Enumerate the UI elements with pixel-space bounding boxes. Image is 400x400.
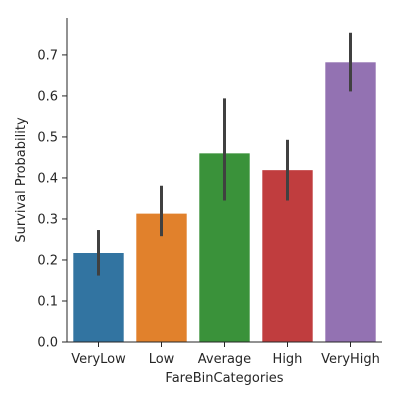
x-axis-label: FareBinCategories [165,371,283,386]
x-tick-label: Low [149,352,175,367]
error-bars-group [97,32,352,276]
x-ticks-group: VeryLow Low Average High VeryHigh [71,342,380,367]
x-tick-label: High [273,352,303,367]
y-tick-label: 0.3 [37,212,58,227]
y-tick-label: 0.5 [37,130,58,145]
y-ticks-group: 0.0 0.1 0.2 0.3 0.4 0.5 0.6 0.7 [37,48,67,351]
x-tick-label: VeryHigh [321,352,380,367]
y-tick-label: 0.7 [37,48,58,63]
y-tick-label: 0.6 [37,89,58,104]
y-tick-label: 0.1 [37,294,58,309]
y-tick-label: 0.0 [37,336,58,351]
y-tick-label: 0.2 [37,253,58,268]
y-axis-label: Survival Probability [14,117,29,243]
y-tick-label: 0.4 [37,171,58,186]
x-tick-label: Average [198,352,251,367]
bar-veryhigh [325,62,376,342]
x-tick-label: VeryLow [71,352,126,367]
